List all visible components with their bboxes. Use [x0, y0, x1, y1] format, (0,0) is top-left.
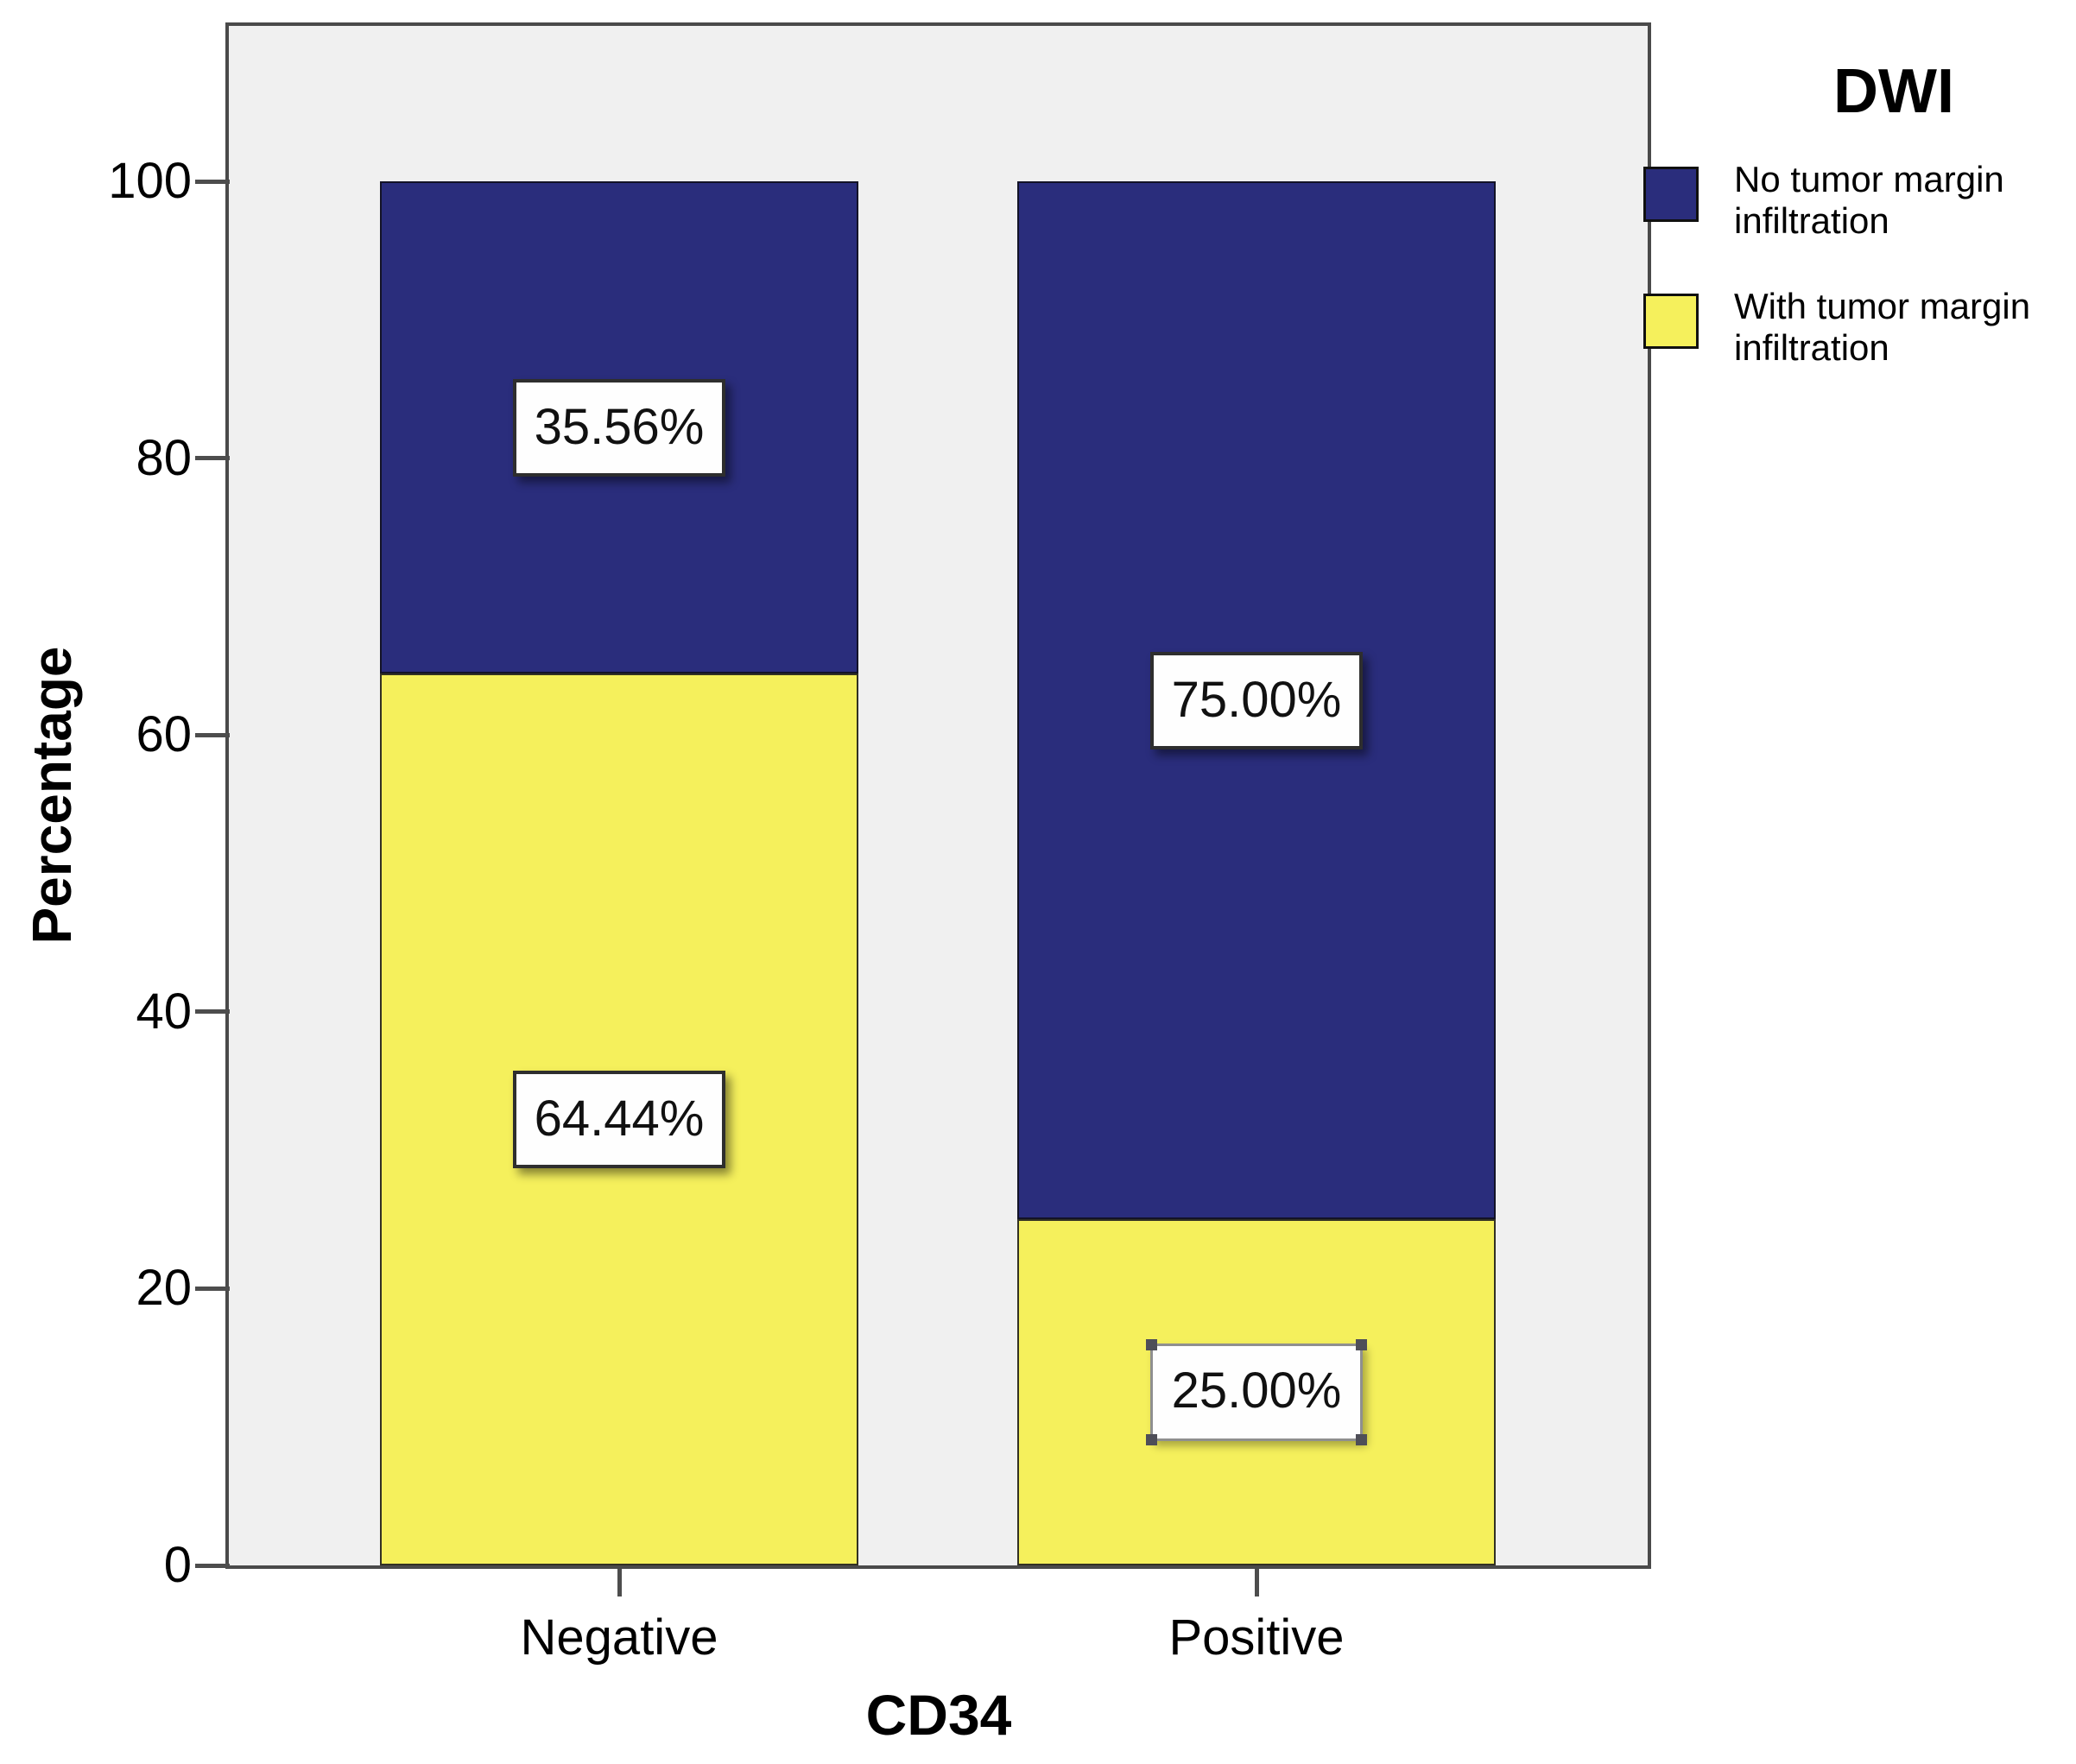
y-tick-label: 60	[136, 706, 192, 762]
y-tick-label: 20	[136, 1260, 192, 1316]
y-tick-label: 0	[163, 1537, 192, 1593]
value-label-text: 25.00%	[1171, 1363, 1342, 1419]
y-tick	[195, 1009, 230, 1014]
x-axis-title: CD34	[865, 1683, 1012, 1747]
legend-swatch-with-infiltration[interactable]	[1643, 294, 1699, 349]
legend-label-no-infiltration: No tumor margin infiltration	[1734, 159, 2004, 241]
y-tick	[195, 733, 230, 737]
y-tick-label: 80	[136, 430, 192, 486]
x-tick-positive	[1254, 1569, 1259, 1596]
legend-title: DWI	[1833, 57, 1954, 126]
selection-handle[interactable]	[1356, 1339, 1367, 1350]
value-label-text: 75.00%	[1171, 672, 1342, 728]
x-category-label-positive: Positive	[1168, 1609, 1345, 1666]
plot-area: 35.56% 64.44% 75.00% 25.00%	[225, 22, 1651, 1569]
x-tick-negative	[617, 1569, 622, 1596]
x-category-label-negative: Negative	[520, 1609, 718, 1666]
y-tick	[195, 1564, 230, 1568]
value-label-positive-with-infiltration[interactable]: 25.00%	[1146, 1339, 1367, 1445]
y-tick-label: 100	[108, 153, 192, 209]
value-label-negative-with-infiltration[interactable]: 64.44%	[513, 1071, 725, 1168]
value-label-negative-no-infiltration[interactable]: 35.56%	[513, 379, 725, 477]
y-tick	[195, 1287, 230, 1291]
selection-handle[interactable]	[1356, 1434, 1367, 1445]
y-tick	[195, 180, 230, 184]
selection-handle[interactable]	[1146, 1339, 1157, 1350]
y-tick	[195, 456, 230, 460]
value-label-positive-no-infiltration[interactable]: 75.00%	[1150, 652, 1363, 749]
y-tick-label: 40	[136, 983, 192, 1040]
value-label-text: 35.56%	[534, 399, 705, 455]
value-label-text: 64.44%	[534, 1091, 705, 1147]
selection-handle[interactable]	[1146, 1434, 1157, 1445]
legend-swatch-no-infiltration[interactable]	[1643, 167, 1699, 222]
legend-label-with-infiltration: With tumor margin infiltration	[1734, 286, 2031, 368]
